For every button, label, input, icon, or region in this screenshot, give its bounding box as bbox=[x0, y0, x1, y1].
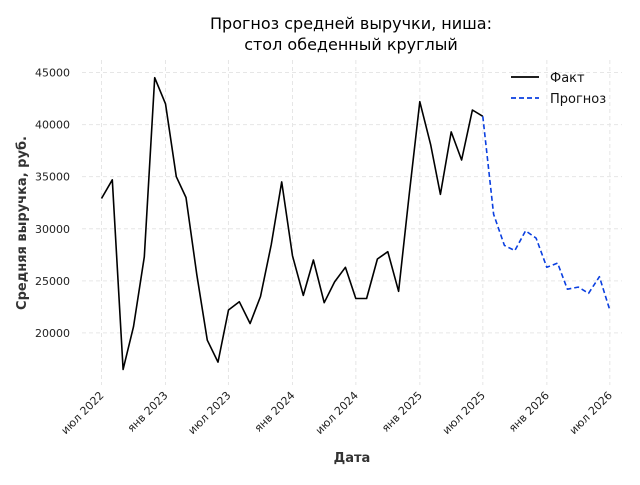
grid bbox=[82, 60, 622, 385]
y-tick-label: 25000 bbox=[35, 275, 70, 288]
series-line-forecast bbox=[482, 116, 611, 311]
y-tick-label: 45000 bbox=[35, 67, 70, 80]
legend-label-fact: Факт bbox=[550, 71, 585, 86]
chart-title-line-2: стол обеденный круглый bbox=[244, 35, 458, 54]
legend: Факт Прогноз bbox=[511, 71, 606, 107]
chart-title-line-1: Прогноз средней выручки, ниша: bbox=[210, 14, 492, 33]
y-axis-label: Средняя выручка, руб. bbox=[15, 136, 30, 310]
x-tick-label: янв 2023 bbox=[125, 389, 171, 435]
series-line-fact bbox=[100, 76, 484, 371]
x-tick-label: июл 2024 bbox=[313, 389, 361, 437]
x-axis-label: Дата bbox=[334, 451, 371, 466]
x-tick-label: янв 2025 bbox=[379, 389, 425, 435]
x-tick-label: июл 2026 bbox=[567, 389, 615, 437]
x-tick-label: июл 2025 bbox=[440, 389, 488, 437]
x-tick-label: янв 2024 bbox=[252, 389, 298, 435]
y-tick-label: 35000 bbox=[35, 171, 70, 184]
x-tick-label: июл 2022 bbox=[59, 389, 107, 437]
x-tick-labels: июл 2022 янв 2023 июл 2023 янв 2024 июл 2024… bbox=[59, 389, 615, 437]
y-tick-label: 30000 bbox=[35, 223, 70, 236]
x-tick-label: июл 2023 bbox=[186, 389, 234, 437]
y-tick-label: 20000 bbox=[35, 327, 70, 340]
x-tick-label: янв 2026 bbox=[506, 389, 552, 435]
y-tick-labels: 20000 25000 30000 35000 40000 45000 bbox=[35, 67, 70, 340]
legend-label-forecast: Прогноз bbox=[550, 92, 606, 107]
series-lines bbox=[100, 76, 611, 371]
y-tick-label: 40000 bbox=[35, 119, 70, 132]
